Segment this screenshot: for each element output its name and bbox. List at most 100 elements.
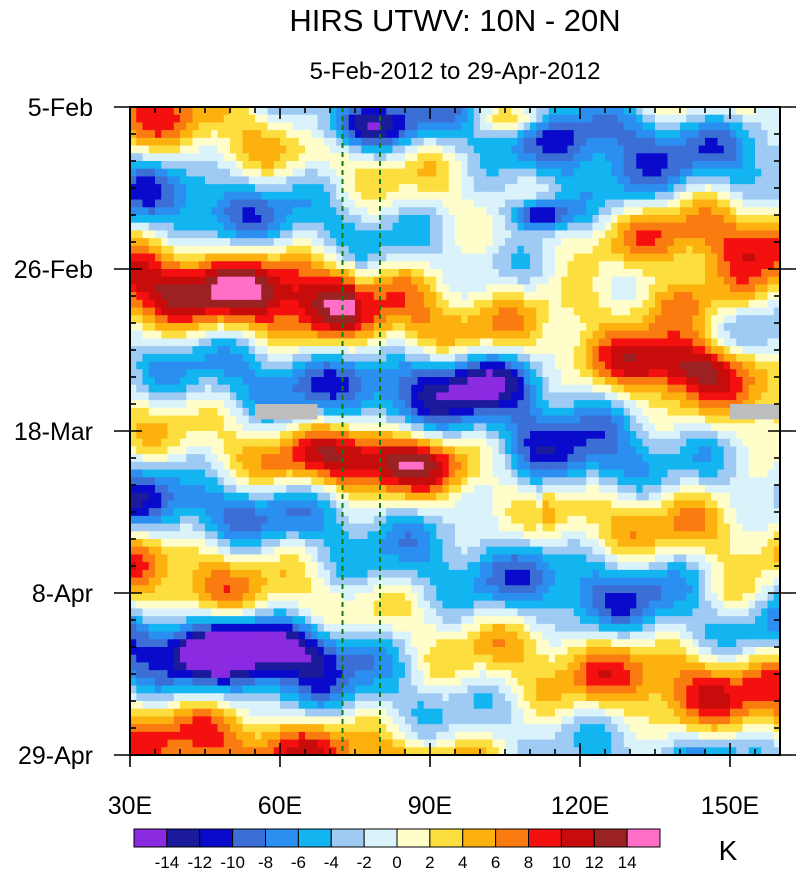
heatmap-cell: [211, 469, 219, 478]
heatmap-cell: [548, 454, 556, 463]
heatmap-cell: [736, 415, 744, 424]
heatmap-cell: [211, 107, 219, 116]
heatmap-cell: [230, 346, 237, 355]
heatmap-cell: [723, 230, 731, 239]
heatmap-cell: [161, 407, 169, 417]
heatmap-cell: [355, 384, 362, 394]
heatmap-cell: [423, 230, 431, 239]
heatmap-cell: [323, 431, 331, 440]
heatmap-cell: [667, 107, 675, 116]
heatmap-cell: [192, 199, 200, 208]
heatmap-cell: [286, 238, 294, 247]
heatmap-cell: [192, 461, 200, 471]
heatmap-cell: [480, 369, 487, 378]
heatmap-cell: [486, 353, 494, 363]
heatmap-cell: [705, 153, 712, 162]
heatmap-cell: [505, 230, 512, 239]
heatmap-cell: [648, 461, 656, 471]
heatmap-cell: [536, 392, 544, 401]
heatmap-cell: [473, 431, 481, 440]
heatmap-cell: [586, 315, 594, 324]
heatmap-cell: [773, 191, 781, 201]
heatmap-cell: [486, 122, 494, 131]
heatmap-cell: [255, 446, 262, 455]
heatmap-cell: [430, 114, 437, 124]
heatmap-cell: [292, 292, 300, 301]
heatmap-cell: [642, 284, 650, 293]
heatmap-cell: [505, 107, 512, 116]
heatmap-cell: [761, 469, 769, 478]
heatmap-cell: [317, 423, 325, 432]
heatmap-cell: [205, 122, 212, 131]
heatmap-cell: [242, 269, 250, 278]
heatmap-cell: [742, 361, 750, 370]
heatmap-cell: [317, 323, 325, 332]
heatmap-cell: [405, 207, 412, 216]
heatmap-cell: [655, 353, 662, 363]
heatmap-cell: [311, 423, 319, 432]
heatmap-cell: [142, 315, 150, 324]
heatmap-cell: [236, 215, 244, 224]
heatmap-cell: [198, 184, 206, 193]
heatmap-cell: [311, 454, 319, 463]
heatmap-cell: [730, 145, 737, 154]
heatmap-cell: [242, 137, 250, 147]
heatmap-cell: [442, 191, 450, 201]
heatmap-cell: [623, 145, 631, 154]
heatmap-cell: [586, 469, 594, 478]
heatmap-cell: [536, 199, 544, 208]
heatmap-cell: [342, 130, 350, 139]
heatmap-cell: [230, 107, 237, 116]
heatmap-cell: [298, 461, 306, 471]
heatmap-cell: [417, 431, 425, 440]
heatmap-cell: [605, 276, 612, 286]
heatmap-cell: [148, 107, 156, 116]
heatmap-cell: [661, 315, 669, 324]
heatmap-cell: [267, 161, 275, 170]
heatmap-cell: [136, 261, 144, 270]
heatmap-cell: [355, 168, 362, 178]
heatmap-cell: [686, 191, 694, 201]
heatmap-cell: [411, 276, 419, 286]
heatmap-cell: [686, 338, 694, 347]
heatmap-cell: [317, 338, 325, 347]
heatmap-cell: [667, 446, 675, 455]
heatmap-cell: [611, 176, 619, 185]
heatmap-cell: [761, 276, 769, 286]
heatmap-cell: [217, 114, 225, 124]
heatmap-cell: [280, 153, 287, 162]
heatmap-cell: [505, 307, 512, 316]
heatmap-cell: [742, 238, 750, 247]
heatmap-cell: [305, 145, 312, 154]
heatmap-cell: [173, 307, 181, 316]
heatmap-cell: [755, 269, 762, 278]
heatmap-cell: [380, 168, 387, 178]
heatmap-cell: [448, 191, 456, 201]
heatmap-cell: [755, 114, 762, 124]
heatmap-cell: [373, 145, 381, 154]
heatmap-cell: [173, 361, 181, 370]
heatmap-cell: [311, 392, 319, 401]
heatmap-cell: [355, 446, 362, 455]
heatmap-cell: [323, 137, 331, 147]
heatmap-cell: [411, 107, 419, 116]
heatmap-cell: [461, 292, 469, 301]
heatmap-cell: [461, 199, 469, 208]
heatmap-cell: [673, 315, 681, 324]
heatmap-cell: [180, 346, 187, 355]
heatmap-cell: [411, 323, 419, 332]
heatmap-cell: [430, 400, 437, 409]
heatmap-cell: [592, 338, 600, 347]
heatmap-cell: [242, 400, 250, 409]
heatmap-cell: [717, 307, 725, 316]
heatmap-cell: [311, 130, 319, 139]
heatmap-cell: [411, 261, 419, 270]
heatmap-cell: [717, 284, 725, 293]
heatmap-cell: [692, 122, 700, 131]
heatmap-cell: [455, 407, 462, 417]
heatmap-cell: [486, 361, 494, 370]
heatmap-cell: [698, 107, 706, 116]
heatmap-cell: [642, 299, 650, 309]
heatmap-cell: [673, 207, 681, 216]
heatmap-cell: [317, 230, 325, 239]
